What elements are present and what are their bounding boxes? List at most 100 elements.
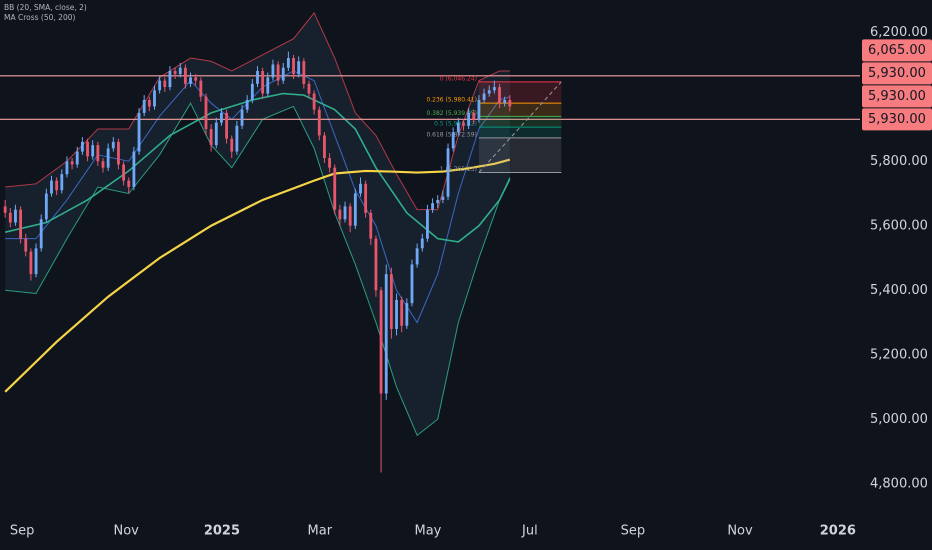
x-tick-label: May — [414, 524, 441, 539]
candle-body — [498, 87, 501, 104]
candle-body — [199, 80, 203, 97]
fib-label: 1 (5,765.23) — [440, 166, 477, 173]
candle-body — [24, 238, 28, 252]
candle-body — [343, 206, 347, 220]
candle-body — [153, 90, 156, 107]
candle-body — [147, 99, 151, 107]
candle-body — [44, 193, 48, 220]
candle-body — [209, 129, 213, 146]
bb-fill — [5, 12, 510, 436]
candle-body — [292, 58, 295, 75]
candle-body — [91, 145, 95, 157]
candle-body — [323, 135, 326, 159]
candle-body — [297, 61, 301, 75]
candle-body — [194, 77, 198, 81]
x-tick-label: 2026 — [820, 524, 856, 539]
candle-body — [168, 70, 172, 88]
candle-body — [359, 183, 362, 194]
candle-body — [441, 196, 445, 200]
candle-body — [50, 180, 53, 194]
candle-body — [96, 145, 100, 162]
candle-body — [405, 303, 409, 326]
candle-body — [183, 67, 187, 84]
price-label-box — [862, 85, 932, 108]
candle-body — [312, 93, 316, 110]
candle-body — [8, 212, 12, 223]
candle-body — [250, 83, 254, 100]
candle-body — [446, 148, 450, 197]
candle-body — [158, 80, 162, 91]
x-tick-label: Nov — [727, 524, 753, 539]
x-tick-label: Mar — [308, 524, 333, 539]
candle-body — [127, 180, 131, 188]
price-label: 5,930.00 — [862, 108, 932, 131]
candle-body — [415, 248, 419, 265]
candle-body — [34, 248, 38, 275]
candle-body — [55, 180, 59, 191]
candle-body — [379, 290, 383, 394]
bb-lower — [5, 102, 511, 437]
x-tick-label: Sep — [621, 524, 646, 539]
candle-body — [456, 122, 460, 133]
candle-body — [29, 251, 33, 275]
y-tick-label: 6,200.00 — [870, 25, 928, 40]
candle-body — [271, 64, 275, 78]
candle-body — [328, 158, 331, 168]
fib-zone — [478, 103, 562, 117]
candle-body — [132, 151, 136, 188]
price-label-text: 5,930.00 — [868, 112, 926, 127]
fib-label: 0.618 (5,872.59) — [426, 131, 476, 138]
candle-body — [286, 58, 290, 68]
candle-body — [503, 99, 507, 104]
candle-body — [338, 209, 342, 220]
y-tick-label: 5,200.00 — [870, 347, 928, 362]
candle-body — [477, 99, 481, 120]
fib-zone — [478, 127, 562, 138]
candle-body — [80, 141, 84, 152]
candle-body — [266, 77, 270, 94]
candle-body — [106, 148, 110, 168]
candle-body — [245, 99, 249, 110]
y-tick-label: 5,400.00 — [870, 283, 928, 298]
candle-body — [384, 274, 388, 394]
candle-body — [451, 132, 455, 149]
candle-body — [261, 70, 265, 94]
candle-body — [142, 99, 146, 113]
candle-body — [364, 183, 368, 213]
candle-body — [472, 112, 476, 120]
fib-label: 0.5 (5,905.82) — [434, 121, 477, 128]
candle-body — [122, 164, 126, 181]
x-tick-label: Sep — [10, 524, 35, 539]
fib-zone — [478, 81, 562, 104]
candle-body — [60, 174, 64, 191]
candle-body — [348, 206, 352, 226]
candle-body — [240, 109, 244, 126]
candle-body — [467, 112, 471, 126]
candle-body — [19, 209, 23, 239]
y-tick-label: 5,800.00 — [870, 154, 928, 169]
candle-body — [333, 167, 337, 210]
candle-body — [395, 299, 398, 329]
candle-body — [302, 61, 306, 84]
candle-body — [426, 209, 429, 239]
price-label: 5,930.00 — [862, 62, 932, 85]
candle-body — [101, 161, 105, 168]
candle-body — [220, 112, 223, 123]
candle-body — [281, 67, 285, 81]
fib-zone — [478, 137, 562, 173]
candle-body — [389, 274, 393, 329]
candle-body — [75, 151, 79, 165]
candle-body — [86, 141, 89, 157]
candle-body — [178, 67, 182, 75]
plot-area: 0 (6,046.24) 0.236 (5,980.41) 0.382 (5,939… — [0, 11, 860, 473]
candle-body — [111, 141, 115, 149]
candle-body — [492, 87, 496, 91]
candle-body — [369, 212, 373, 239]
price-label-text: 5,930.00 — [868, 89, 926, 104]
candle-body — [189, 77, 192, 84]
candle-body — [214, 122, 218, 146]
candle-body — [420, 238, 424, 249]
candle-body — [14, 209, 17, 223]
candle-body — [65, 161, 69, 175]
ma50-line — [4, 92, 511, 243]
